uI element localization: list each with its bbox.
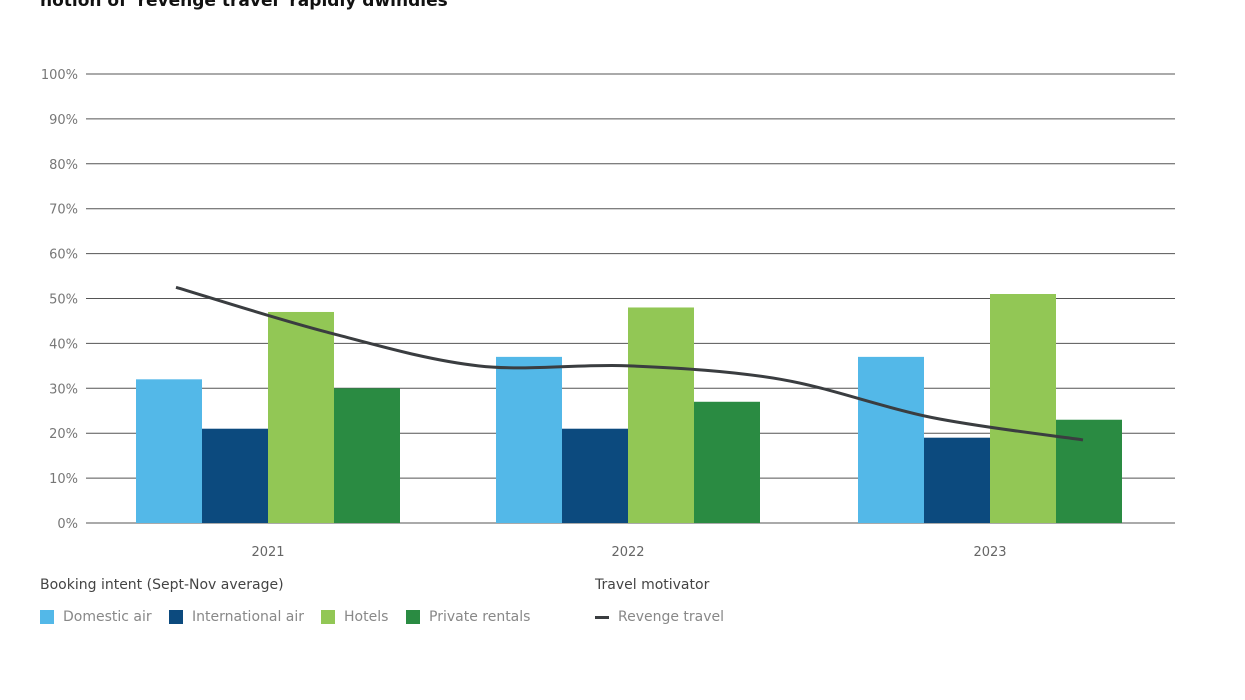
chart-title: notion of 'revenge travel' rapidly dwind… (40, 0, 448, 11)
legend-line-title: Travel motivator (595, 577, 710, 593)
bar-hotels (628, 307, 694, 523)
bar-domestic-air (136, 379, 202, 523)
y-tick-label: 100% (41, 68, 78, 83)
y-tick-label: 80% (49, 158, 78, 173)
y-tick-label: 70% (49, 203, 78, 218)
bar-international-air (562, 428, 628, 523)
bar-domestic-air (496, 356, 562, 523)
legend-line-swatch (595, 615, 609, 619)
bar-private-rentals (1056, 419, 1122, 523)
legend-swatch (321, 610, 335, 624)
y-tick-label: 20% (49, 427, 78, 442)
y-tick-label: 30% (49, 382, 78, 397)
x-tick-label: 2021 (251, 545, 284, 560)
y-tick-label: 90% (49, 113, 78, 128)
legend-label: Revenge travel (618, 609, 725, 625)
bar-hotels (990, 294, 1056, 523)
legend-item-revenge-travel: Revenge travel (595, 609, 724, 625)
legend-label: International air (192, 609, 305, 625)
legend-item-international-air: International air (169, 609, 304, 625)
bar-domestic-air (858, 356, 924, 523)
y-tick-label: 10% (49, 472, 78, 487)
y-tick-label: 0% (57, 517, 78, 532)
legend-swatch (406, 610, 420, 624)
y-tick-label: 50% (49, 293, 78, 308)
x-tick-label: 2022 (611, 545, 644, 560)
line-revenge-travel (175, 285, 1084, 442)
legend-label: Private rentals (429, 609, 531, 625)
bar-hotels (268, 311, 334, 523)
legend-item-domestic-air: Domestic air (40, 609, 152, 625)
legend-label: Hotels (344, 609, 389, 625)
legend-swatch (40, 610, 54, 624)
y-tick-label: 40% (49, 337, 78, 352)
bar-international-air (924, 437, 990, 523)
y-tick-label: 60% (49, 248, 78, 263)
legend-bar-title: Booking intent (Sept-Nov average) (40, 577, 284, 593)
bar-private-rentals (694, 401, 760, 523)
legend-label: Domestic air (63, 609, 152, 625)
legend-item-hotels: Hotels (321, 609, 388, 625)
bar-international-air (202, 428, 268, 523)
legend-swatch (169, 610, 183, 624)
bar-private-rentals (334, 388, 400, 523)
x-tick-label: 2023 (973, 545, 1006, 560)
legend-item-private-rentals: Private rentals (406, 609, 530, 625)
